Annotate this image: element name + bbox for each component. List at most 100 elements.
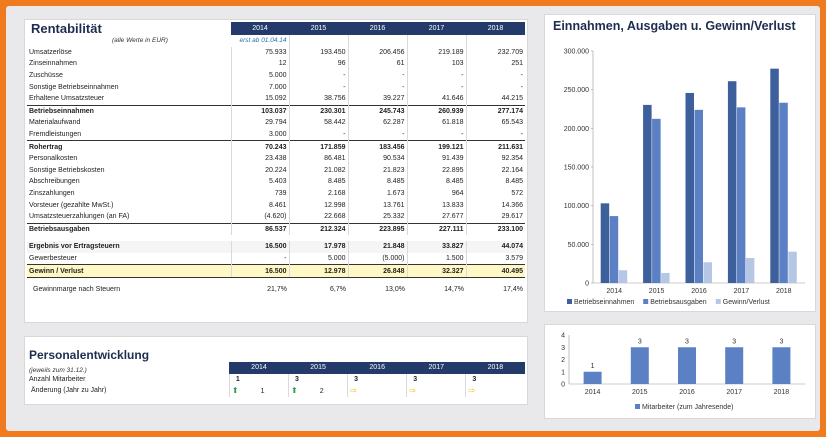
legend-swatch [643, 299, 649, 304]
rent-value-cell: 206.456 [347, 46, 407, 59]
rent-value-cell: (4.620) [230, 210, 289, 223]
y-tick-label: 50.000 [568, 242, 590, 249]
rent-row-label: Erhaltene Umsatzsteuer [29, 95, 105, 103]
rent-row-label: Sonstige Betriebseinnahmen [29, 83, 119, 91]
rent-row: Erhaltene Umsatzsteuer 15.092 38.756 39.227… [27, 92, 525, 106]
staff-change-value [416, 388, 438, 395]
finance-chart: 0 50.000 100.000 150.000 200.000 250.000 300.0… [564, 49, 805, 306]
staff-change-value: 1 [260, 387, 265, 395]
rent-value-cell: 5.000 [288, 252, 348, 265]
rent-row: Zuschüsse 5.000- - - - [27, 69, 525, 82]
staff-bar [583, 371, 602, 384]
y-tick-label: 200.000 [564, 126, 589, 133]
rent-value-cell: - [288, 69, 348, 82]
staff-count-cell: 3 [288, 373, 348, 386]
x-tick-label: 2015 [632, 389, 648, 396]
rent-value-cell: 6,7% [330, 286, 346, 294]
rent-value-cell: 25.332 [347, 210, 407, 223]
rent-row-label: Fremdleistungen [29, 131, 82, 139]
rent-value-cell: 211.631 [465, 140, 525, 153]
rent-value-cell: 58.442 [288, 117, 348, 129]
rent-value-cell: 572 [465, 187, 525, 200]
legend-label: Betriebsausgaben [650, 299, 707, 306]
bar-betriebsausgaben [736, 107, 746, 283]
rent-value-cell: - [406, 128, 466, 141]
rent-value-cell: 8.485 [406, 176, 466, 188]
legend-swatch [715, 299, 721, 304]
rent-value-cell: 29.617 [465, 210, 525, 223]
personal-note: (jeweils zum 31.12.) [29, 366, 87, 374]
rent-value-cell: 41.646 [406, 92, 466, 106]
legend-swatch [567, 299, 572, 304]
rent-value-cell: 14.366 [465, 199, 525, 211]
rent-value-cell: 227.111 [406, 222, 466, 236]
bar-betriebsausgaben [652, 118, 661, 284]
x-tick-label: 2015 [649, 288, 665, 295]
y-tick-label: 0 [585, 281, 589, 288]
legend-label: Gewinn/Verlust [723, 299, 770, 306]
personal-panel: Personalentwicklung (jeweils zum 31.12.)… [24, 336, 528, 405]
rent-value-cell: 92.354 [465, 152, 525, 165]
staff-bar [772, 347, 791, 384]
arrow-right-icon: ⇨ [468, 385, 476, 395]
rent-value-cell: 91.439 [406, 152, 466, 165]
data-label: 3 [638, 338, 642, 345]
rent-header-row: 2014 2015 2016 2017 2018 [27, 22, 525, 35]
staff-change-cell: ⇨ [465, 385, 525, 397]
personal-year-header: 2015 [288, 362, 348, 374]
rent-row-label: Personalkosten [29, 155, 78, 163]
rent-row-label: Ergebnis vor Ertragsteuern [27, 241, 231, 253]
rent-value-cell: 260.939 [406, 104, 466, 118]
rent-note-row: (alle Werte in EUR) erst ab 01.04.14 [27, 35, 525, 47]
rent-value-cell: 29.794 [230, 117, 289, 129]
arrow-up-icon: ⬆ [231, 385, 239, 395]
rent-value-cell: 193.450 [288, 46, 348, 59]
rent-value-cell: 14,7% [444, 286, 464, 294]
personal-year-header: 2016 [347, 362, 407, 374]
empty-cell [347, 35, 407, 47]
legend-label: Mitarbeiter (zum Jahresende) [642, 404, 733, 411]
data-label: 1 [591, 363, 595, 370]
rent-value-cell: - [347, 69, 407, 82]
rent-value-cell: 21,7% [267, 286, 287, 294]
rent-value-cell: 12.998 [288, 199, 348, 211]
y-tick-label: 1 [561, 369, 565, 376]
rent-value-cell: - [465, 128, 525, 141]
rent-value-cell: 964 [406, 187, 466, 200]
rent-value-cell: 8.485 [465, 176, 525, 188]
bar-gewinnverlust [661, 272, 670, 283]
rent-value-cell: 75.933 [230, 46, 289, 59]
rent-value-cell: 38.756 [288, 92, 348, 106]
rent-value-cell: 8.485 [347, 176, 407, 188]
rent-value-cell: 86.481 [288, 152, 348, 165]
rent-value-cell: 230.301 [288, 104, 348, 118]
arrow-right-icon: ⇨ [350, 385, 357, 395]
rent-value-cell: 13.833 [406, 199, 466, 211]
rent-row-label: Zinszahlungen [29, 190, 75, 198]
empty-cell [288, 35, 348, 47]
rent-row: Rohertrag 70.243 171.859 183.456 199.121 211.… [27, 140, 525, 153]
rent-row: Gewinn / Verlust 16.500 12.978 26.848 32.327… [27, 264, 525, 278]
rent-row: Ergebnis vor Ertragsteuern 16.500 17.978 21… [27, 241, 525, 253]
rent-value-cell: 61.818 [406, 117, 466, 129]
staff-change-cell: ⬆ 2 [288, 385, 348, 397]
rent-start-note: erst ab 01.04.14 [239, 37, 287, 45]
x-tick-label: 2016 [679, 389, 695, 396]
x-tick-label: 2018 [774, 389, 790, 396]
rent-value-cell: 223.895 [347, 222, 407, 236]
rent-value-cell: 245.743 [347, 104, 407, 118]
staff-bar [725, 347, 744, 384]
data-label: 3 [732, 338, 736, 345]
y-tick-label: 250.000 [564, 87, 589, 94]
rent-row-label: Vorsteuer (gezahlte MwSt.) [29, 201, 114, 209]
staff-bar [678, 347, 696, 384]
rent-year-header: 2015 [289, 22, 348, 35]
rent-value-cell: - [406, 81, 466, 93]
staff-chart-panel: 0 1 2 3 4 1 2014 3 2015 3 2016 3 2017 3 2018 Mitarbeite… [544, 324, 816, 419]
rent-value-cell: 13,0% [385, 286, 405, 294]
x-tick-label: 2017 [734, 288, 750, 295]
rent-value-cell: 12.978 [288, 264, 348, 278]
x-tick-label: 2017 [726, 389, 742, 396]
rent-value-cell: - [347, 128, 407, 141]
rent-row: Sonstige Betriebskosten 20.224 21.082 21.82… [27, 164, 525, 177]
